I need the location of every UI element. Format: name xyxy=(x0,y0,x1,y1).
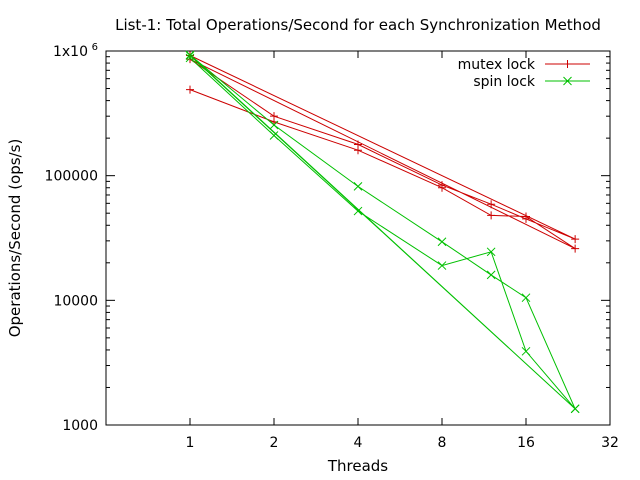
data-point xyxy=(487,211,496,220)
data-point xyxy=(486,270,496,280)
data-point xyxy=(487,200,496,209)
y-tick-label: 10000 xyxy=(53,293,98,309)
data-point xyxy=(269,120,279,130)
data-point xyxy=(571,235,580,244)
plot-frame xyxy=(105,50,611,426)
data-point xyxy=(353,182,363,191)
data-point xyxy=(521,293,531,303)
y-tick-label: 1000 xyxy=(62,418,98,434)
y-tick-label: 1x10 xyxy=(53,44,88,60)
series-spin-lock xyxy=(185,50,580,414)
x-tick-label: 2 xyxy=(270,435,279,451)
x-tick-label: 1 xyxy=(186,435,195,451)
data-point xyxy=(521,346,531,356)
data-point xyxy=(185,51,195,60)
data-point xyxy=(437,261,447,270)
legend-label: mutex lock xyxy=(458,57,536,73)
data-point xyxy=(269,131,279,140)
series-line xyxy=(189,54,576,410)
data-point xyxy=(438,181,446,190)
legend-label: spin lock xyxy=(473,74,536,90)
data-point xyxy=(571,244,580,253)
series-layer xyxy=(185,50,580,414)
chart-title: List-1: Total Operations/Second for each… xyxy=(115,16,601,34)
data-point xyxy=(563,60,572,68)
data-point xyxy=(437,237,447,247)
x-tick-label: 16 xyxy=(517,435,535,451)
data-point xyxy=(570,404,580,414)
y-tick-exponent: 6 xyxy=(92,42,98,53)
x-axis: 1 2 4 8 16 32 xyxy=(186,51,619,451)
data-point xyxy=(354,140,362,149)
data-point xyxy=(522,214,530,223)
x-tick-label: 4 xyxy=(354,435,363,451)
y-axis: 1000 10000 100000 1x10 6 xyxy=(45,42,610,434)
data-point xyxy=(486,247,496,257)
x-tick-label: 8 xyxy=(438,435,447,451)
data-point xyxy=(270,112,278,121)
data-point xyxy=(185,53,195,63)
data-point xyxy=(186,85,194,94)
data-point xyxy=(353,206,363,216)
data-point xyxy=(563,76,572,86)
y-axis-label: Operations/Second (ops/s) xyxy=(6,139,24,338)
x-tick-label: 32 xyxy=(601,435,619,451)
x-axis-label: Threads xyxy=(327,457,388,475)
y-tick-label: 100000 xyxy=(45,169,98,185)
